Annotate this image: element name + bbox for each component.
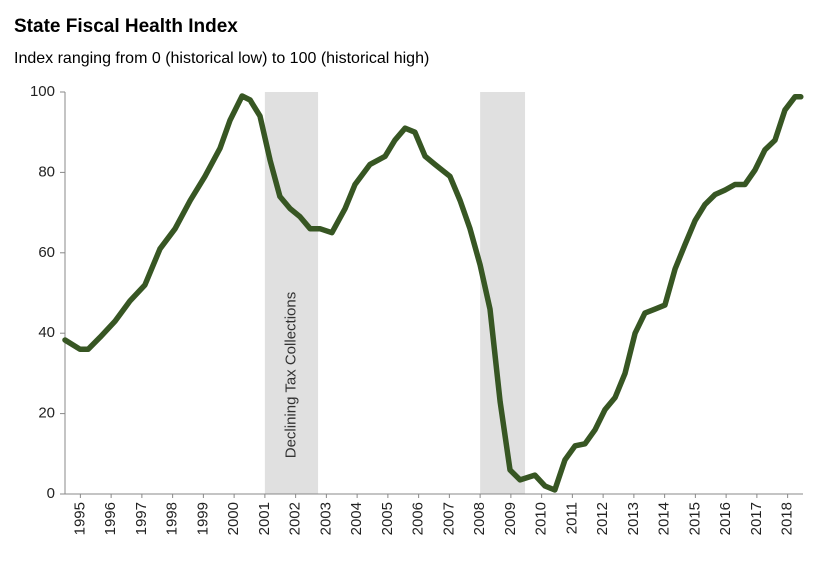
x-tick-label: 2003 (317, 502, 334, 535)
x-tick-label: 2012 (594, 502, 611, 535)
y-tick-label: 80 (38, 163, 55, 180)
x-tick-label: 2015 (686, 502, 703, 535)
x-tick-label: 1997 (133, 502, 150, 535)
y-tick-label: 0 (47, 485, 55, 502)
x-tick-label: 2018 (779, 502, 796, 535)
x-tick-label: 2013 (625, 502, 642, 535)
y-tick-label: 60 (38, 244, 55, 261)
x-tick-label: 1995 (71, 502, 88, 535)
x-tick-label: 2004 (348, 502, 365, 535)
region-label: Declining Tax Collections (282, 292, 299, 458)
x-tick-label: 1999 (194, 502, 211, 535)
x-tick-label: 2007 (440, 502, 457, 535)
x-tick-label: 2008 (471, 502, 488, 535)
x-tick-label: 2011 (563, 502, 580, 534)
x-tick-label: 2002 (287, 502, 304, 535)
x-tick-label: 2000 (225, 502, 242, 535)
x-tick-label: 1996 (102, 502, 119, 535)
chart-title: State Fiscal Health Index (14, 16, 238, 37)
x-tick-label: 2009 (502, 502, 519, 535)
y-tick-label: 20 (38, 405, 55, 422)
chart-subtitle: Index ranging from 0 (historical low) to… (14, 50, 429, 67)
x-tick-label: 1998 (164, 502, 181, 535)
x-tick-label: 2010 (533, 502, 550, 535)
y-tick-label: 40 (38, 324, 55, 341)
shaded-region (264, 92, 319, 494)
x-tick-label: 2017 (748, 502, 765, 535)
x-tick-label: 2014 (656, 502, 673, 535)
x-tick-label: 2001 (256, 502, 273, 535)
x-tick-label: 2005 (379, 502, 396, 535)
x-tick-label: 2016 (717, 502, 734, 535)
x-tick-label: 2006 (410, 502, 427, 535)
y-tick-label: 100 (30, 83, 55, 100)
data-line (62, 93, 804, 493)
